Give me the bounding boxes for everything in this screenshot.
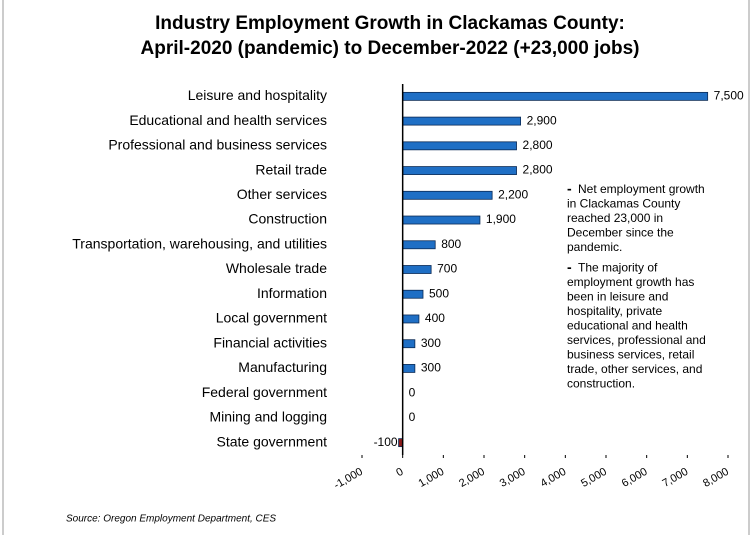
y-tick-label: Mining and logging bbox=[209, 409, 327, 425]
bar bbox=[402, 116, 521, 126]
y-tick-label: Professional and business services bbox=[108, 137, 327, 153]
annotation: been in leisure and bbox=[567, 290, 668, 304]
chart-title: April-2020 (pandemic) to December-2022 (… bbox=[141, 38, 640, 59]
annotation: business services, retail bbox=[567, 348, 694, 362]
value-label: 1,900 bbox=[486, 212, 516, 226]
bar bbox=[402, 141, 517, 151]
y-tick-label: Transportation, warehousing, and utiliti… bbox=[72, 235, 327, 251]
x-tick-label: 3,000 bbox=[498, 466, 528, 490]
value-label: 2,900 bbox=[527, 113, 557, 127]
bar bbox=[402, 91, 709, 101]
annotation: The majority of bbox=[578, 261, 658, 275]
value-label: 0 bbox=[409, 385, 416, 399]
bar bbox=[402, 265, 432, 274]
bar bbox=[402, 289, 424, 299]
x-tick-label: 8,000 bbox=[701, 466, 731, 490]
y-tick-label: State government bbox=[216, 433, 327, 449]
y-tick-label: Other services bbox=[237, 186, 327, 202]
bar bbox=[402, 314, 420, 324]
value-label: 2,200 bbox=[498, 187, 528, 201]
y-tick-label: Wholesale trade bbox=[226, 260, 327, 276]
x-tick-label: -1,000 bbox=[332, 466, 365, 492]
y-tick-label: Local government bbox=[216, 310, 327, 326]
annotation: pandemic. bbox=[567, 240, 622, 254]
annotation: services, professional and bbox=[567, 333, 706, 347]
bar bbox=[402, 215, 481, 225]
y-tick-label: Leisure and hospitality bbox=[188, 87, 327, 103]
x-tick-label: 1,000 bbox=[416, 466, 446, 490]
y-tick-label: Educational and health services bbox=[129, 112, 327, 128]
y-tick-label: Retail trade bbox=[255, 161, 327, 177]
annotation: hospitality, private bbox=[567, 304, 662, 318]
y-tick-label: Financial activities bbox=[213, 334, 327, 350]
x-tick-label: 5,000 bbox=[579, 466, 609, 490]
value-label: 7,500 bbox=[714, 89, 744, 103]
bar bbox=[402, 166, 517, 175]
value-label: 800 bbox=[441, 237, 461, 251]
value-label: 500 bbox=[429, 286, 449, 300]
value-label: 2,800 bbox=[523, 138, 553, 152]
source: Source: Oregon Employment Department, CE… bbox=[66, 514, 276, 525]
value-label: 300 bbox=[421, 336, 441, 350]
x-tick-label: 4,000 bbox=[538, 466, 568, 490]
annotation: educational and health bbox=[567, 319, 688, 333]
y-tick-label: Construction bbox=[248, 211, 327, 227]
bar bbox=[402, 339, 416, 349]
annotation: reached 23,000 in bbox=[567, 211, 663, 225]
y-tick-label: Manufacturing bbox=[238, 359, 327, 375]
bullet: - bbox=[567, 181, 572, 197]
value-label: 300 bbox=[421, 361, 441, 375]
x-tick-label: 0 bbox=[394, 466, 405, 479]
y-tick-label: Federal government bbox=[202, 384, 327, 400]
value-label: 0 bbox=[409, 410, 416, 424]
bar bbox=[402, 364, 416, 373]
y-tick-label: Information bbox=[257, 285, 327, 301]
x-tick-label: 7,000 bbox=[660, 466, 690, 490]
chart-title: Industry Employment Growth in Clackamas … bbox=[155, 13, 625, 34]
annotation: Net employment growth bbox=[578, 182, 705, 196]
bar bbox=[402, 240, 436, 250]
bar bbox=[402, 190, 493, 200]
value-label: 2,800 bbox=[523, 163, 553, 177]
annotation: December since the bbox=[567, 226, 674, 240]
bullet: - bbox=[567, 259, 572, 275]
x-tick-label: 2,000 bbox=[457, 466, 487, 490]
annotation: employment growth has bbox=[567, 275, 694, 289]
value-label: 400 bbox=[425, 311, 445, 325]
annotation: trade, other services, and bbox=[567, 362, 702, 376]
x-tick-label: 6,000 bbox=[620, 466, 650, 490]
annotation: in Clackamas County bbox=[567, 197, 680, 211]
annotation: construction. bbox=[567, 377, 635, 391]
value-label: -100 bbox=[374, 435, 398, 449]
value-label: 700 bbox=[437, 262, 457, 276]
